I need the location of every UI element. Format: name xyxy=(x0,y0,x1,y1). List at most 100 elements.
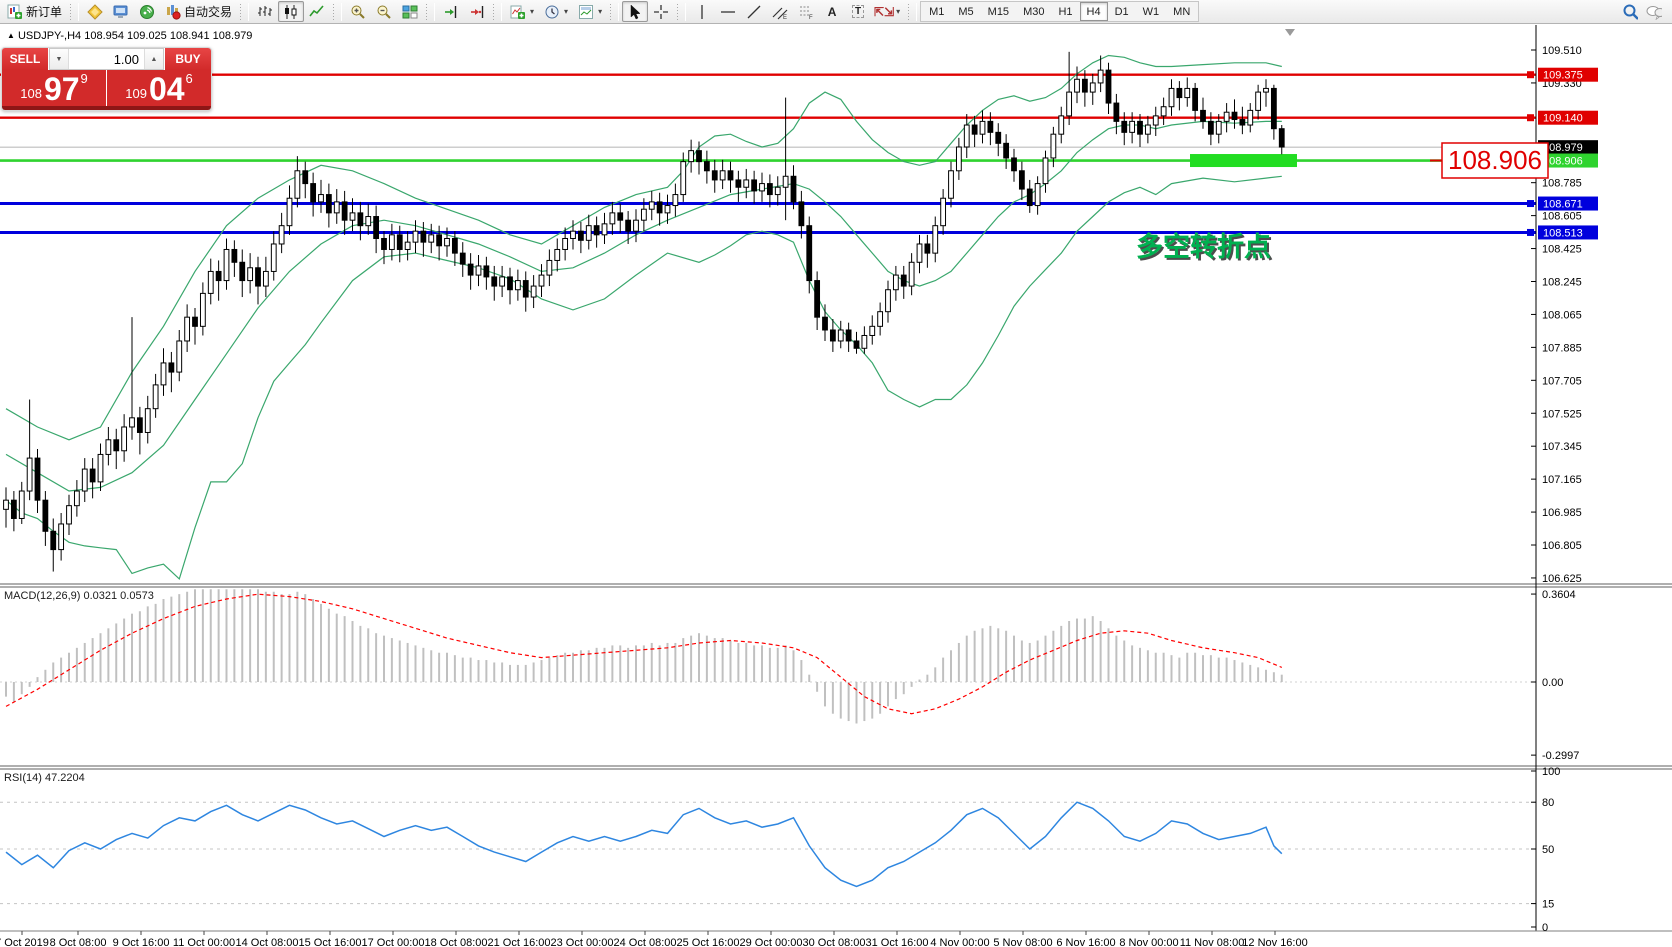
macd-histogram xyxy=(5,589,1283,724)
indicators-button[interactable]: ▾ xyxy=(505,1,539,22)
svg-text:11 Nov 08:00: 11 Nov 08:00 xyxy=(1180,937,1245,947)
search-icon[interactable] xyxy=(1622,4,1638,20)
chart-candles-icon xyxy=(283,4,299,20)
tile-windows-icon xyxy=(402,4,418,20)
toolbar-group-grip[interactable] xyxy=(239,2,244,21)
collapse-marker-icon[interactable]: ▲ xyxy=(7,31,15,40)
volume-input[interactable]: 1.00 xyxy=(68,49,145,69)
price-chart[interactable]: 109.510109.330108.785108.605108.425108.2… xyxy=(0,25,1672,947)
svg-text:9 Oct 16:00: 9 Oct 16:00 xyxy=(113,937,170,947)
rsi-label: RSI(14) 47.2204 xyxy=(4,772,85,784)
svg-text:5 Nov 08:00: 5 Nov 08:00 xyxy=(993,937,1052,947)
line-chart-mode-button[interactable] xyxy=(304,1,330,22)
equidistant-channel-tool-button[interactable]: E xyxy=(767,1,793,22)
toolbar-group-grip[interactable] xyxy=(907,2,912,21)
vertical-line-tool-button[interactable] xyxy=(689,1,715,22)
shapes-icon: ⇱⇲ xyxy=(874,4,895,19)
signals-button[interactable] xyxy=(134,1,160,22)
auto-scroll-button[interactable] xyxy=(438,1,464,22)
candlestick-mode-button[interactable] xyxy=(278,1,305,22)
svg-text:29 Oct 00:00: 29 Oct 00:00 xyxy=(740,937,803,947)
price-callout-box[interactable]: 108.906 xyxy=(1430,142,1549,179)
text-label-tool-button[interactable]: T xyxy=(845,1,871,22)
volume-decrease-button[interactable]: ▼ xyxy=(50,49,68,69)
volume-increase-button[interactable]: ▲ xyxy=(145,49,163,69)
timeframe-m5-button[interactable]: M5 xyxy=(958,5,974,18)
toolbar-group-grip[interactable] xyxy=(69,2,74,21)
one-click-trade-panel: SELL ▼ 1.00 ▲ BUY 108 97 9 109 04 6 xyxy=(1,47,212,111)
horizontal-level-lines[interactable] xyxy=(0,73,1536,234)
fibonacci-tool-button[interactable]: F xyxy=(793,1,819,22)
trendline-tool-button[interactable] xyxy=(741,1,767,22)
toolbar-group-grip[interactable] xyxy=(492,2,497,21)
dropdown-caret-icon[interactable]: ▾ xyxy=(896,7,901,16)
macd-signal-line xyxy=(5,593,1283,715)
toolbar-button-label: 自动交易 xyxy=(184,5,233,19)
templates-button[interactable]: ▾ xyxy=(573,1,607,22)
zoom-out-button[interactable] xyxy=(371,1,397,22)
svg-text:21 Oct 16:00: 21 Oct 16:00 xyxy=(488,937,551,947)
timeframe-w1-button[interactable]: W1 xyxy=(1142,5,1160,18)
timeframe-m1-button[interactable]: M1 xyxy=(929,5,945,18)
svg-text:108.245: 108.245 xyxy=(1542,276,1582,288)
new-order-button[interactable]: 新订单 xyxy=(2,1,67,22)
bar-chart-mode-button[interactable] xyxy=(252,1,278,22)
svg-text:多空转折点: 多空转折点 xyxy=(1138,233,1273,264)
svg-text:108.979: 108.979 xyxy=(1543,142,1583,154)
svg-text:108.906: 108.906 xyxy=(1448,145,1542,175)
chart-shift-marker-icon[interactable] xyxy=(1285,29,1295,36)
timeframe-d1-button[interactable]: D1 xyxy=(1114,5,1129,18)
dropdown-caret-icon[interactable]: ▾ xyxy=(564,7,569,16)
buy-price[interactable]: 109 04 6 xyxy=(107,70,211,106)
chart-window: 109.510 109.330 108.785 108.605 108.425 108.2… xyxy=(0,25,1672,947)
svg-text:11 Oct 00:00: 11 Oct 00:00 xyxy=(173,937,235,947)
toolbar-separator xyxy=(916,2,918,21)
pane-separator-sep2[interactable] xyxy=(0,765,1672,770)
price-axis-ticks[interactable]: 109.510109.330108.785108.605108.425108.2… xyxy=(1531,45,1582,934)
sell-button[interactable]: SELL xyxy=(2,48,48,70)
support-zone-rectangle[interactable] xyxy=(1190,154,1297,168)
zoom-in-button[interactable] xyxy=(345,1,371,22)
toolbar-group-grip[interactable] xyxy=(609,2,614,21)
toolbar-group-grip[interactable] xyxy=(332,2,337,21)
cursor-icon xyxy=(627,3,643,20)
text-tool-button[interactable]: A xyxy=(819,1,845,22)
horizontal-line-tool-button[interactable] xyxy=(715,1,741,22)
svg-text:7 Oct 2019: 7 Oct 2019 xyxy=(0,937,49,947)
metaeditor-button[interactable] xyxy=(82,1,108,22)
price-axis-badges: 109.375 109.140 108.979 108.906 108.671 108.5… xyxy=(1527,67,1598,240)
svg-text:0.3604: 0.3604 xyxy=(1542,589,1576,601)
zoom-in-icon xyxy=(350,4,366,20)
trendline-icon xyxy=(746,4,762,20)
pane-separator-sep1[interactable] xyxy=(0,583,1672,588)
sell-price[interactable]: 108 97 9 xyxy=(2,70,106,106)
svg-text:108.513: 108.513 xyxy=(1543,227,1583,239)
periods-icon xyxy=(544,4,560,20)
timeframe-h4-button[interactable]: H4 xyxy=(1079,2,1108,21)
arrows-tool-button[interactable]: ⇱⇲ ▾ xyxy=(871,1,905,22)
toolbar-group-grip[interactable] xyxy=(425,2,430,21)
crosshair-tool-button[interactable] xyxy=(648,1,674,22)
timeframe-m30-button[interactable]: M30 xyxy=(1023,5,1045,18)
time-axis-labels[interactable]: 7 Oct 2019 8 Oct 08:00 9 Oct 16:00 11 Oct 0… xyxy=(0,931,1308,947)
toolbar-right-icons xyxy=(1622,4,1670,20)
dropdown-caret-icon[interactable]: ▾ xyxy=(530,7,535,16)
timeframe-mn-button[interactable]: MN xyxy=(1173,5,1191,18)
timeframe-h1-button[interactable]: H1 xyxy=(1058,5,1073,18)
chat-icon[interactable] xyxy=(1646,4,1662,20)
periods-button[interactable]: ▾ xyxy=(539,1,573,22)
cursor-tool-button[interactable] xyxy=(622,1,649,22)
timeframe-m15-button[interactable]: M15 xyxy=(987,5,1010,18)
toolbar-group-grip[interactable] xyxy=(676,2,681,21)
symbol-ohlc-text: USDJPY-,H4 108.954 109.025 108.941 108.9… xyxy=(17,30,253,42)
tile-windows-button[interactable] xyxy=(397,1,423,22)
chart-shift-button[interactable] xyxy=(464,1,490,22)
auto-trading-button[interactable]: 自动交易 xyxy=(160,1,237,22)
terminal-button[interactable] xyxy=(108,1,134,22)
dropdown-caret-icon[interactable]: ▾ xyxy=(598,7,603,16)
buy-button[interactable]: BUY xyxy=(165,48,211,70)
label-icon: T xyxy=(850,4,866,20)
svg-text:23 Oct 00:00: 23 Oct 00:00 xyxy=(551,937,614,947)
